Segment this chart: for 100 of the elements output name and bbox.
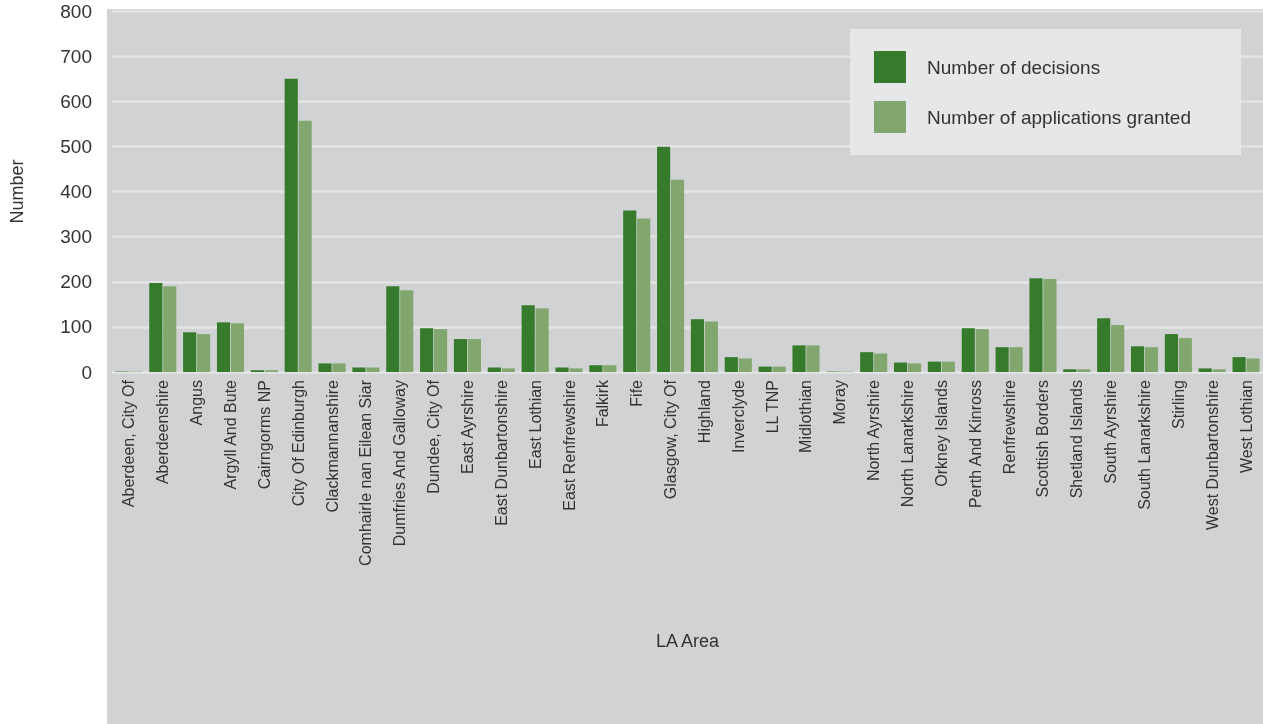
bar	[1077, 369, 1091, 372]
bar	[332, 363, 346, 372]
bar	[352, 367, 366, 372]
bar	[1097, 318, 1111, 372]
bar	[961, 328, 975, 372]
bar	[467, 339, 481, 372]
x-tick-label: Moray	[831, 380, 849, 425]
bar	[738, 358, 752, 372]
bar	[197, 334, 211, 372]
bar	[724, 357, 738, 372]
x-tick-label: LL TNP	[763, 380, 781, 434]
x-axis-title: LA Area	[655, 631, 721, 651]
bar	[1130, 346, 1145, 372]
x-tick-label: Dundee, City Of	[425, 379, 443, 494]
bar	[555, 367, 569, 372]
bar	[1232, 357, 1246, 372]
bar	[894, 362, 908, 372]
x-tick-label: Falkirk	[594, 379, 612, 428]
x-tick-label: Dumfries And Galloway	[391, 380, 409, 547]
bar	[690, 319, 705, 372]
bar	[366, 367, 380, 372]
legend-label: Number of decisions	[926, 56, 1101, 78]
bar	[927, 361, 941, 372]
y-axis-title: Number	[7, 159, 27, 224]
bar	[907, 363, 922, 372]
bar	[995, 347, 1009, 372]
bar	[704, 321, 718, 372]
x-tick-label: Comhairle nan Eilean Siar	[357, 379, 375, 566]
x-tick-label: Scottish Borders	[1034, 380, 1052, 498]
y-tick-label: 0	[81, 361, 92, 383]
x-tick-label: North Ayrshire	[865, 379, 883, 482]
bar	[163, 286, 177, 372]
bar	[772, 366, 786, 372]
y-tick-label: 300	[60, 226, 92, 248]
y-tick-label: 200	[60, 271, 92, 293]
x-tick-label: Shetland Islands	[1068, 380, 1086, 499]
y-tick-label: 800	[60, 0, 92, 22]
x-tick-label: Aberdeen, City Of	[120, 379, 138, 508]
x-tick-label: Orkney Islands	[932, 380, 950, 487]
bar	[1063, 369, 1077, 372]
bar	[1246, 358, 1260, 372]
y-tick-label: 100	[60, 316, 92, 338]
bar	[230, 323, 245, 372]
x-tick-label: Highland	[695, 380, 713, 444]
bar	[758, 366, 772, 372]
x-tick-label: Inverclyde	[729, 379, 747, 453]
y-tick-label: 600	[60, 90, 92, 112]
y-tick-label: 400	[60, 181, 92, 202]
x-tick-label: Angus	[188, 380, 206, 426]
bar	[1164, 334, 1178, 372]
bar	[1144, 347, 1159, 372]
bar	[501, 368, 515, 372]
y-tick-label: 700	[60, 45, 92, 67]
bar	[1212, 369, 1226, 372]
x-tick-label: Midlothian	[797, 380, 815, 453]
bar	[386, 286, 400, 372]
bar	[298, 120, 312, 372]
bar	[400, 290, 414, 372]
bar	[670, 179, 685, 372]
x-tick-label: East Lothian	[526, 380, 544, 469]
bar	[318, 363, 332, 372]
x-tick-label: North Lanarkshire	[899, 379, 917, 508]
x-tick-label: West Lothian	[1237, 380, 1255, 474]
bar	[216, 322, 231, 372]
x-tick-label: West Dunbartonshire	[1203, 379, 1221, 530]
bar	[1178, 338, 1192, 372]
x-tick-label: South Ayrshire	[1102, 379, 1120, 484]
bar	[420, 328, 434, 372]
x-tick-label: Renfrewshire	[1000, 379, 1018, 475]
bar	[434, 329, 448, 372]
x-tick-label: Fife	[628, 379, 646, 407]
bar	[941, 361, 955, 372]
x-tick-label: Clackmannanshire	[323, 379, 341, 513]
bar	[521, 305, 535, 372]
bar	[623, 210, 637, 372]
x-tick-label: East Renfrewshire	[560, 379, 578, 511]
bar	[637, 218, 651, 372]
bar	[806, 345, 820, 372]
bar	[487, 367, 501, 372]
bar	[975, 329, 989, 372]
x-tick-label: Perth And Kinross	[966, 380, 984, 509]
bar	[603, 365, 617, 372]
x-tick-label: South Lanarkshire	[1136, 379, 1154, 510]
bar	[1009, 347, 1023, 372]
x-tick-label: Cairngorms NP	[255, 380, 273, 490]
bar	[657, 146, 671, 372]
x-tick-label: Argyll And Bute	[221, 379, 239, 490]
x-tick-label: Glasgow, City Of	[662, 379, 680, 500]
legend-label: Number of applications granted	[926, 106, 1191, 128]
bar	[1043, 279, 1057, 372]
bar	[535, 308, 549, 372]
x-tick-label: East Ayrshire	[458, 379, 476, 474]
x-tick-label: Stirling	[1169, 380, 1187, 429]
bar	[284, 78, 298, 372]
bar	[453, 339, 468, 372]
x-tick-label: City Of Edinburgh	[289, 380, 307, 507]
bar	[1111, 325, 1125, 372]
bar	[183, 332, 197, 372]
y-tick-label: 500	[60, 135, 92, 157]
bar	[1198, 368, 1212, 372]
